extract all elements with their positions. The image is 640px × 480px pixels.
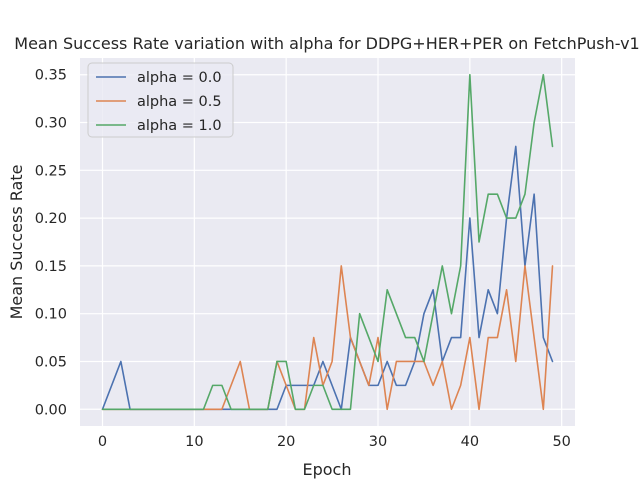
x-tick-label: 10: [185, 434, 203, 450]
x-tick-label: 20: [277, 434, 295, 450]
grid: [80, 58, 575, 426]
y-tick-label: 0.35: [35, 68, 67, 84]
legend: alpha = 0.0 alpha = 0.5 alpha = 1.0: [87, 62, 234, 138]
y-tick-label: 0.30: [35, 116, 67, 132]
y-tick-label: 0.25: [35, 163, 67, 179]
legend-label-0: alpha = 0.0: [137, 70, 222, 86]
legend-label-1: alpha = 0.5: [137, 94, 222, 110]
legend-label-2: alpha = 1.0: [137, 118, 222, 134]
series-layer: [101, 73, 554, 411]
y-tick-label: 0.20: [35, 211, 67, 227]
x-tick-label: 0: [98, 434, 107, 450]
chart-title: Mean Success Rate variation with alpha f…: [14, 34, 639, 53]
y-tick-label: 0.05: [35, 354, 67, 370]
x-tick-label: 30: [369, 434, 387, 450]
y-tick-label: 0.15: [35, 259, 67, 275]
y-tick-labels: 0.00 0.05 0.10 0.15 0.20 0.25 0.30 0.35: [35, 68, 67, 419]
y-tick-label: 0.10: [35, 307, 67, 323]
series-line-2: [101, 73, 554, 411]
x-tick-label: 40: [461, 434, 479, 450]
x-tick-labels: 0 10 20 30 40 50: [98, 434, 571, 450]
x-tick-label: 50: [552, 434, 570, 450]
y-axis-label: Mean Success Rate: [7, 165, 26, 320]
y-tick-label: 0.00: [35, 402, 67, 418]
x-axis-label: Epoch: [303, 460, 352, 479]
legend-box: [87, 62, 234, 138]
